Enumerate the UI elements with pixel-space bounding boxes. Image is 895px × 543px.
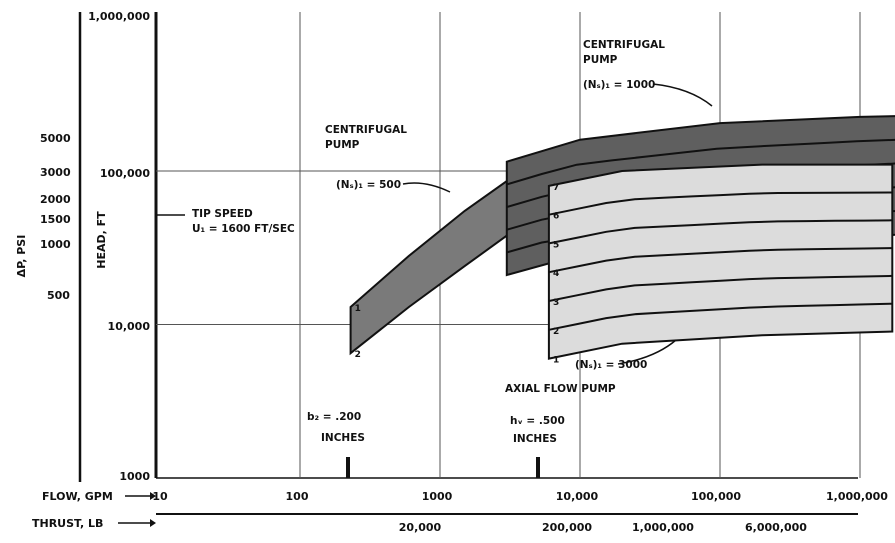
head-tick: 100,000 [100,167,150,180]
axial-ns3000-band-line [548,219,893,245]
cent2-ns: (Nₛ)₁ = 1000 [583,79,655,91]
thrust-tick: 1,000,000 [632,521,694,534]
band-line-label: 2 [355,350,361,360]
cent2-subtitle: PUMP [583,54,618,66]
b2-unit: INCHES [321,432,365,444]
cent1-pointer [402,182,451,193]
band-line-label: 6 [553,212,559,222]
flow-tick: 1000 [422,490,453,503]
thrust-arrow-head [150,519,156,527]
flow-tick: 10,000 [556,490,599,503]
band-line-label: 7 [553,183,559,193]
axial-ns3000-band-line [548,191,893,216]
band-line-label: 1 [355,304,361,314]
head-tick: 1000 [119,470,150,483]
flow-tick: 100 [286,490,309,503]
axial-pointer [617,339,677,365]
flow-tick: 100,000 [691,490,741,503]
head-axis-label: HEAD, FT [95,211,108,269]
head-tick: 10,000 [108,320,151,333]
band-line-label: 4 [553,269,559,279]
axial-ns3000-band [547,163,894,360]
dp-tick: 500 [47,289,70,302]
band-line-label: 3 [553,298,559,308]
hv-unit: INCHES [513,433,557,445]
cent1-ns: (Nₛ)₁ = 500 [336,179,401,191]
dp-ticks: 5000 3000 2000 1500 1000 500 [40,132,71,302]
head-ticks: 1,000,000 100,000 10,000 1000 [88,10,150,483]
cent2-pointer [652,83,713,107]
band-line-label: 2 [553,327,559,337]
hv-value: hᵥ = .500 [510,415,565,427]
dp-tick: 1000 [40,238,71,251]
dp-axis-label: ΔP, PSI [15,235,28,278]
cent1-subtitle: PUMP [325,139,360,151]
thrust-tick: 200,000 [542,521,592,534]
axial-ns3000-band-line [548,274,893,302]
axial-ns3000-band-line [548,247,893,274]
tip-speed-label: TIP SPEED [192,208,253,220]
dp-tick: 5000 [40,132,71,145]
dp-tick: 2000 [40,193,71,206]
pump-regions: 126453217654321 [349,115,895,366]
thrust-axis-label: THRUST, LB [32,517,103,530]
axial-ns: (Nₛ)₁ = 3000 [575,359,647,371]
dp-tick: 3000 [40,166,71,179]
flow-tick: 1,000,000 [826,490,888,503]
band-line-label: 1 [553,356,559,366]
tip-speed-value: U₁ = 1600 FT/SEC [192,223,295,235]
flow-ticks: 10 100 1000 10,000 100,000 1,000,000 [152,490,888,503]
axial-ns3000-band-line [548,302,893,331]
b2-marker [346,457,350,478]
cent1-title: CENTRIFUGAL [325,124,407,136]
band-line-label: 5 [553,240,559,250]
thrust-tick: 20,000 [399,521,442,534]
centrifugal-ns1000-band-line [506,138,895,186]
head-tick: 1,000,000 [88,10,150,23]
flow-axis-label: FLOW, GPM [42,490,113,503]
axial-title: AXIAL FLOW PUMP [505,383,616,395]
hv-marker [536,457,540,478]
flow-arrow-head [150,492,156,500]
plot-area: 126453217654321 [154,12,895,479]
dp-tick: 1500 [40,213,71,226]
b2-value: b₂ = .200 [307,411,361,423]
thrust-tick: 6,000,000 [745,521,807,534]
flow-tick: 10 [152,490,168,503]
centrifugal-ns500-band [349,172,518,356]
thrust-ticks: 20,000 200,000 1,000,000 6,000,000 [399,521,808,534]
cent2-title: CENTRIFUGAL [583,39,665,51]
